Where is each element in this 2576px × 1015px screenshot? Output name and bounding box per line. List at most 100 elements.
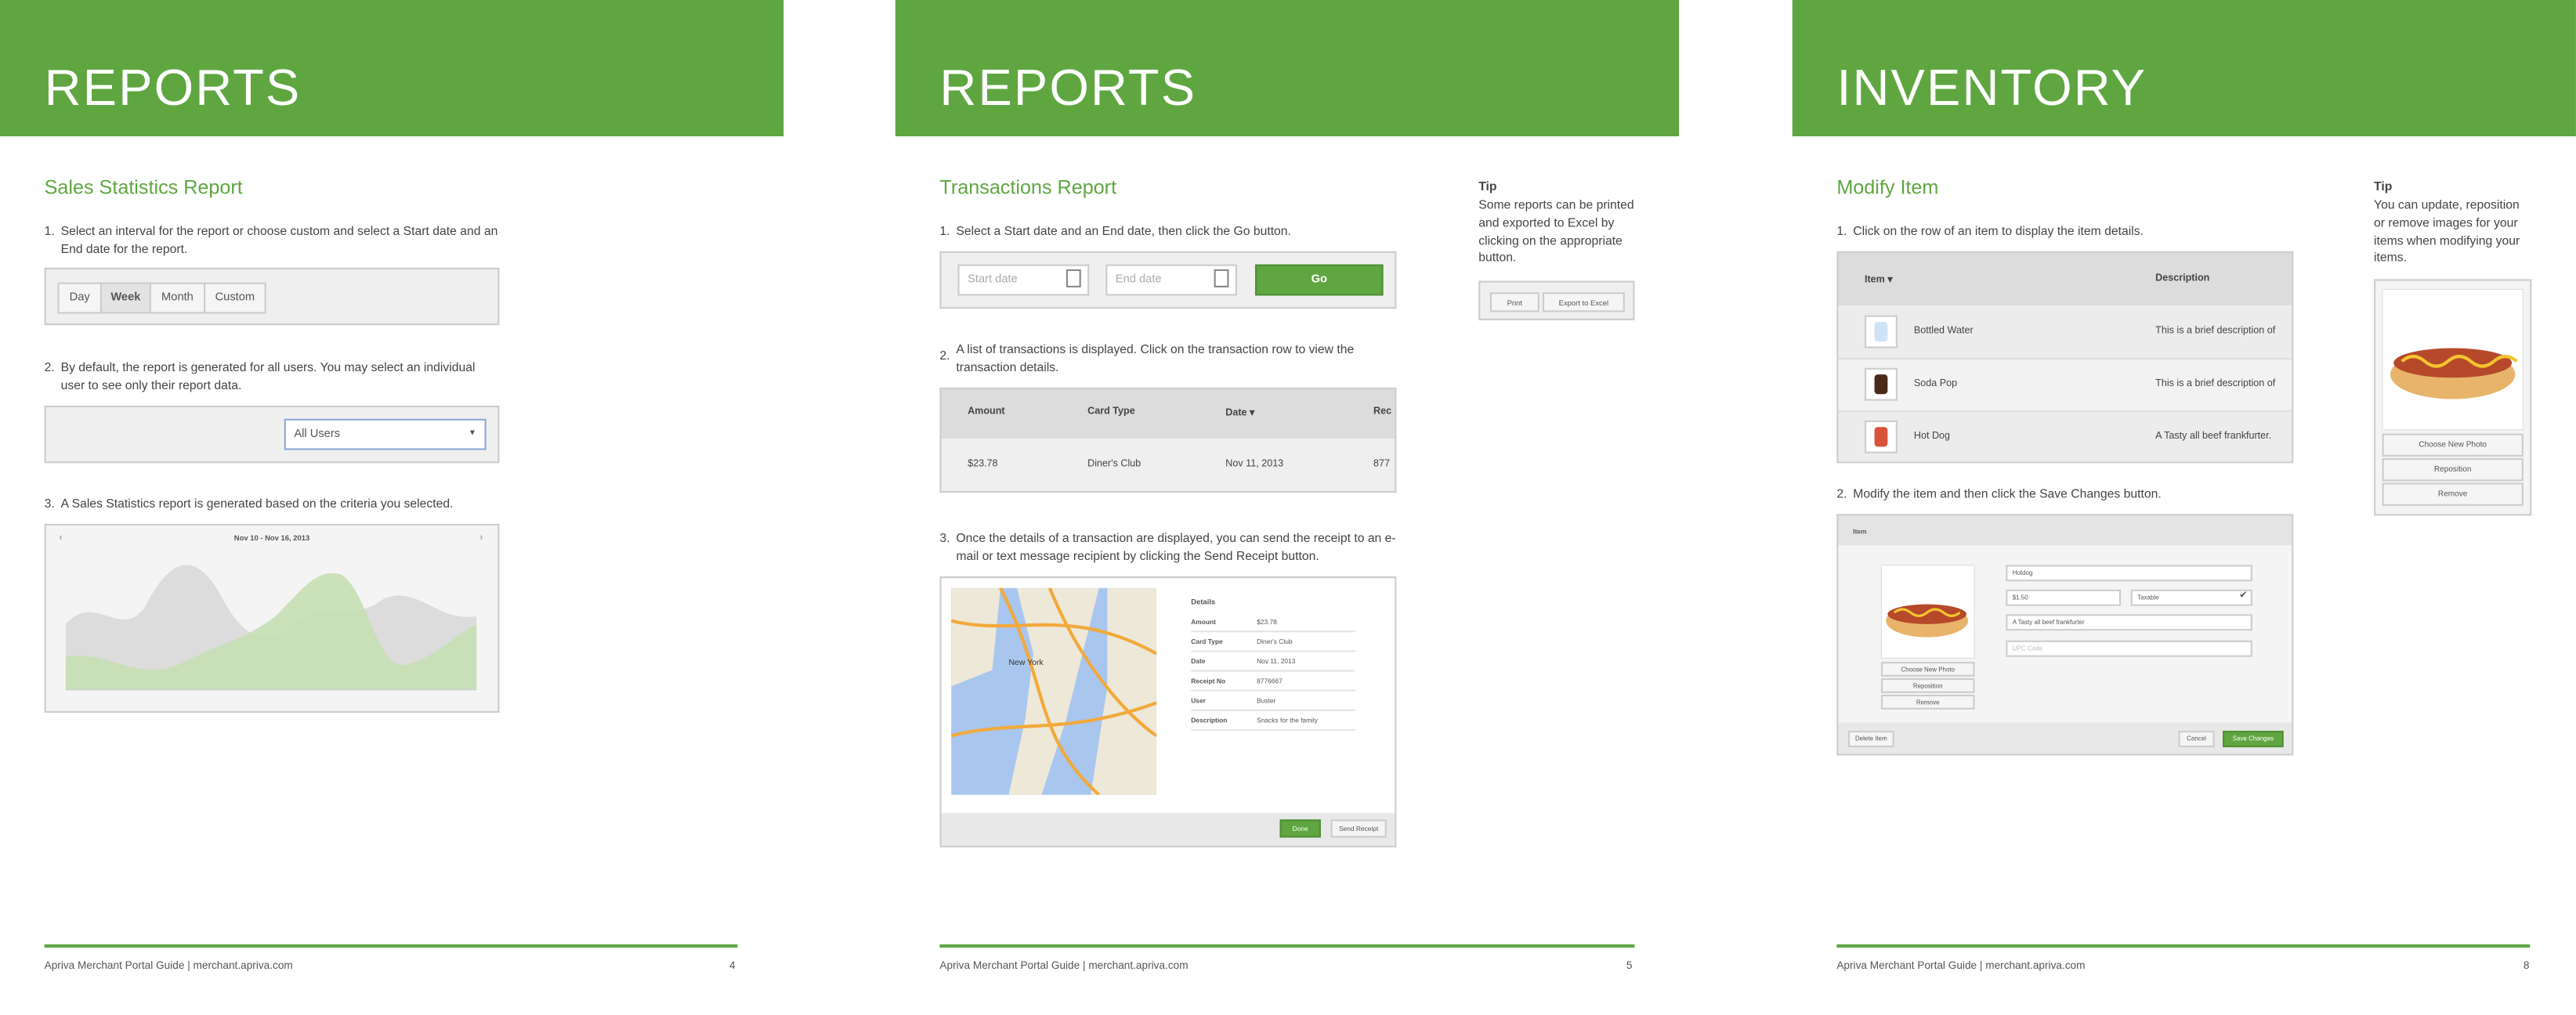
detail-value: Diner's Club — [1257, 637, 1293, 646]
detail-label: Card Type — [1191, 637, 1223, 646]
form-field[interactable]: UPC Code — [2006, 640, 2252, 657]
step-text: Select an interval for the report or cho… — [60, 223, 498, 257]
thumbnail-image — [1874, 374, 1888, 395]
footer-text: Apriva Merchant Portal Guide | merchant.… — [44, 960, 293, 973]
button-bar — [941, 812, 1395, 846]
form-header — [1838, 515, 2292, 546]
interval-button[interactable]: Week — [99, 282, 151, 314]
step-text: Modify the item and then click the Save … — [1853, 486, 2162, 501]
section-title: Sales Statistics Report — [44, 175, 243, 199]
interval-button[interactable]: Custom — [204, 282, 266, 314]
cell[interactable]: 877 — [1373, 460, 1391, 470]
screenshot: Day Week Month Custom — [44, 267, 500, 326]
header-title: REPORTS — [939, 59, 1197, 117]
footer-rule — [939, 944, 1635, 948]
step-text: A list of transactions is displayed. Cli… — [956, 341, 1355, 375]
select-value: All Users — [294, 428, 341, 440]
header-title: REPORTS — [44, 59, 302, 117]
row-bg[interactable] — [1838, 307, 2292, 360]
row-rule — [1191, 729, 1355, 731]
section-title: Transactions Report — [939, 175, 1117, 199]
step-number: 1. — [1836, 223, 1847, 239]
interval-button[interactable]: Month — [149, 282, 206, 314]
photo-action[interactable]: Choose New Photo — [1880, 662, 1975, 677]
photo-action[interactable]: Remove — [1880, 694, 1975, 710]
tip-title: Tip — [1478, 179, 1497, 194]
cell[interactable]: Nov 11, 2013 — [1225, 460, 1284, 470]
detail-label: Date — [1191, 656, 1206, 666]
step-number: 1. — [939, 223, 950, 239]
item-description[interactable]: A Tasty all beef frankfurter. — [2155, 432, 2272, 442]
save-button[interactable]: Save Changes — [2223, 731, 2284, 748]
item-description[interactable]: This is a brief description of — [2155, 327, 2276, 337]
detail-label: Receipt No — [1191, 676, 1226, 685]
photo-action[interactable]: Reposition — [2382, 458, 2524, 482]
form-field[interactable]: Hotdog — [2006, 565, 2252, 582]
go-button[interactable]: Go — [1255, 264, 1384, 296]
item-name[interactable]: Bottled Water — [1913, 327, 1974, 337]
page-number: 8 — [2523, 960, 2530, 973]
detail-value: Snacks for the family — [1257, 716, 1318, 724]
screenshot: All Users ▼ — [44, 405, 500, 464]
table-header — [941, 388, 1395, 439]
map-label: New York — [1008, 659, 1044, 667]
done-button[interactable]: Done — [1279, 819, 1321, 838]
screenshot: Nov 10 - Nov 16, 2013 ‹ › — [44, 523, 500, 713]
column-header: Description — [2155, 274, 2210, 284]
date-input[interactable]: Start date — [957, 264, 1090, 296]
user-select[interactable]: All Users ▼ — [284, 418, 487, 450]
row-bg[interactable] — [1838, 412, 2292, 462]
photo-action[interactable]: Remove — [2382, 482, 2524, 506]
svg-text:‹: ‹ — [59, 532, 62, 543]
step-number: 3. — [44, 496, 55, 511]
row-rule — [1191, 689, 1355, 692]
row-rule — [1191, 630, 1355, 633]
map: New York — [951, 587, 1157, 795]
step-number: 3. — [939, 530, 950, 546]
header-band: REPORTS — [0, 0, 784, 137]
header-band: INVENTORY — [1792, 0, 2576, 137]
detail-value: 8776667 — [1257, 676, 1283, 685]
screenshot: Amount Card Type Date ▾ Rec $23.78 Diner… — [939, 387, 1397, 493]
photo-action[interactable]: Choose New Photo — [2382, 433, 2524, 457]
step-text: A Sales Statistics report is generated b… — [60, 496, 454, 511]
interval-button[interactable]: Day — [57, 282, 103, 314]
date-input[interactable]: End date — [1105, 264, 1237, 296]
photo-action[interactable]: Reposition — [1880, 678, 1975, 693]
form-field[interactable]: $1.50 — [2006, 589, 2122, 606]
chart-preview: ‹ › — [59, 532, 483, 691]
step-text: By default, the report is generated for … — [60, 359, 476, 393]
print-button[interactable]: Print — [1489, 292, 1539, 312]
item-name[interactable]: Hot Dog — [1913, 432, 1951, 442]
item-photo — [1880, 565, 1975, 659]
send-receipt-button[interactable]: Send Receipt — [1330, 819, 1387, 838]
item-description[interactable]: This is a brief description of — [2155, 379, 2276, 389]
item-photo — [2382, 289, 2524, 431]
section-title: Modify Item — [1836, 175, 1939, 199]
footer-text: Apriva Merchant Portal Guide | merchant.… — [939, 960, 1189, 973]
placeholder: Start date — [968, 274, 1018, 286]
placeholder: End date — [1115, 274, 1162, 286]
step-number: 1. — [44, 223, 55, 239]
thumbnail-image — [1874, 427, 1888, 447]
footer-rule — [44, 944, 738, 948]
export-button[interactable]: Export to Excel — [1542, 292, 1625, 312]
cell[interactable]: Diner's Club — [1087, 460, 1141, 470]
form-field[interactable]: Taxable — [2130, 589, 2252, 606]
page-number: 5 — [1626, 960, 1633, 973]
cell[interactable]: $23.78 — [968, 460, 998, 470]
cancel-button[interactable]: Cancel — [2178, 731, 2215, 748]
item-name[interactable]: Soda Pop — [1913, 379, 1958, 389]
screenshot: Start date End date Go — [939, 251, 1397, 309]
form-field[interactable]: A Tasty all beef frankfurter — [2006, 614, 2252, 631]
tip-title: Tip — [2374, 179, 2393, 194]
calendar-icon — [1214, 269, 1229, 287]
table-header — [1838, 252, 2292, 306]
column-header: Rec — [1373, 407, 1392, 417]
step-text: Once the details of a transaction are di… — [956, 530, 1396, 564]
row-bg[interactable] — [1838, 359, 2292, 413]
delete-button[interactable]: Delete Item — [1848, 731, 1894, 748]
screenshot: Print Export to Excel — [1478, 280, 1635, 320]
column-header: Amount — [968, 407, 1005, 417]
